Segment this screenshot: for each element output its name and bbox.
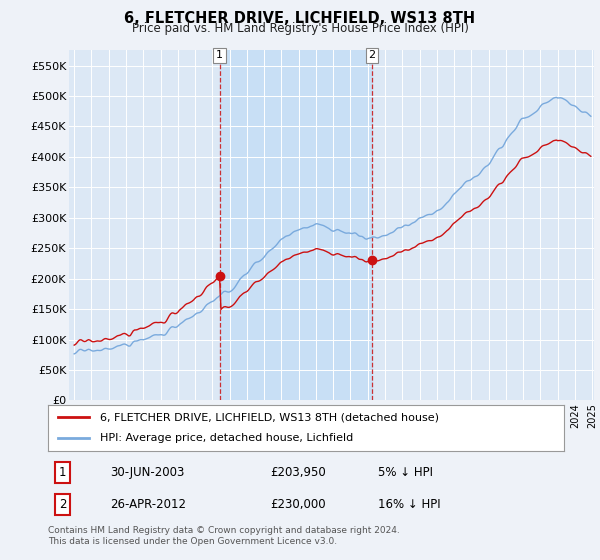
Text: 2: 2	[368, 50, 376, 60]
Text: 2: 2	[59, 498, 66, 511]
Text: £203,950: £203,950	[270, 466, 326, 479]
Bar	[220, 50, 372, 400]
Text: 16% ↓ HPI: 16% ↓ HPI	[378, 498, 441, 511]
Text: 1: 1	[216, 50, 223, 60]
Text: 26-APR-2012: 26-APR-2012	[110, 498, 186, 511]
Text: 1: 1	[59, 466, 66, 479]
Text: 30-JUN-2003: 30-JUN-2003	[110, 466, 184, 479]
Text: £230,000: £230,000	[270, 498, 326, 511]
Text: Price paid vs. HM Land Registry's House Price Index (HPI): Price paid vs. HM Land Registry's House …	[131, 22, 469, 35]
Text: HPI: Average price, detached house, Lichfield: HPI: Average price, detached house, Lich…	[100, 433, 353, 444]
Text: 5% ↓ HPI: 5% ↓ HPI	[378, 466, 433, 479]
Text: Contains HM Land Registry data © Crown copyright and database right 2024.
This d: Contains HM Land Registry data © Crown c…	[48, 526, 400, 546]
Text: 6, FLETCHER DRIVE, LICHFIELD, WS13 8TH (detached house): 6, FLETCHER DRIVE, LICHFIELD, WS13 8TH (…	[100, 412, 439, 422]
Text: 6, FLETCHER DRIVE, LICHFIELD, WS13 8TH: 6, FLETCHER DRIVE, LICHFIELD, WS13 8TH	[124, 11, 476, 26]
